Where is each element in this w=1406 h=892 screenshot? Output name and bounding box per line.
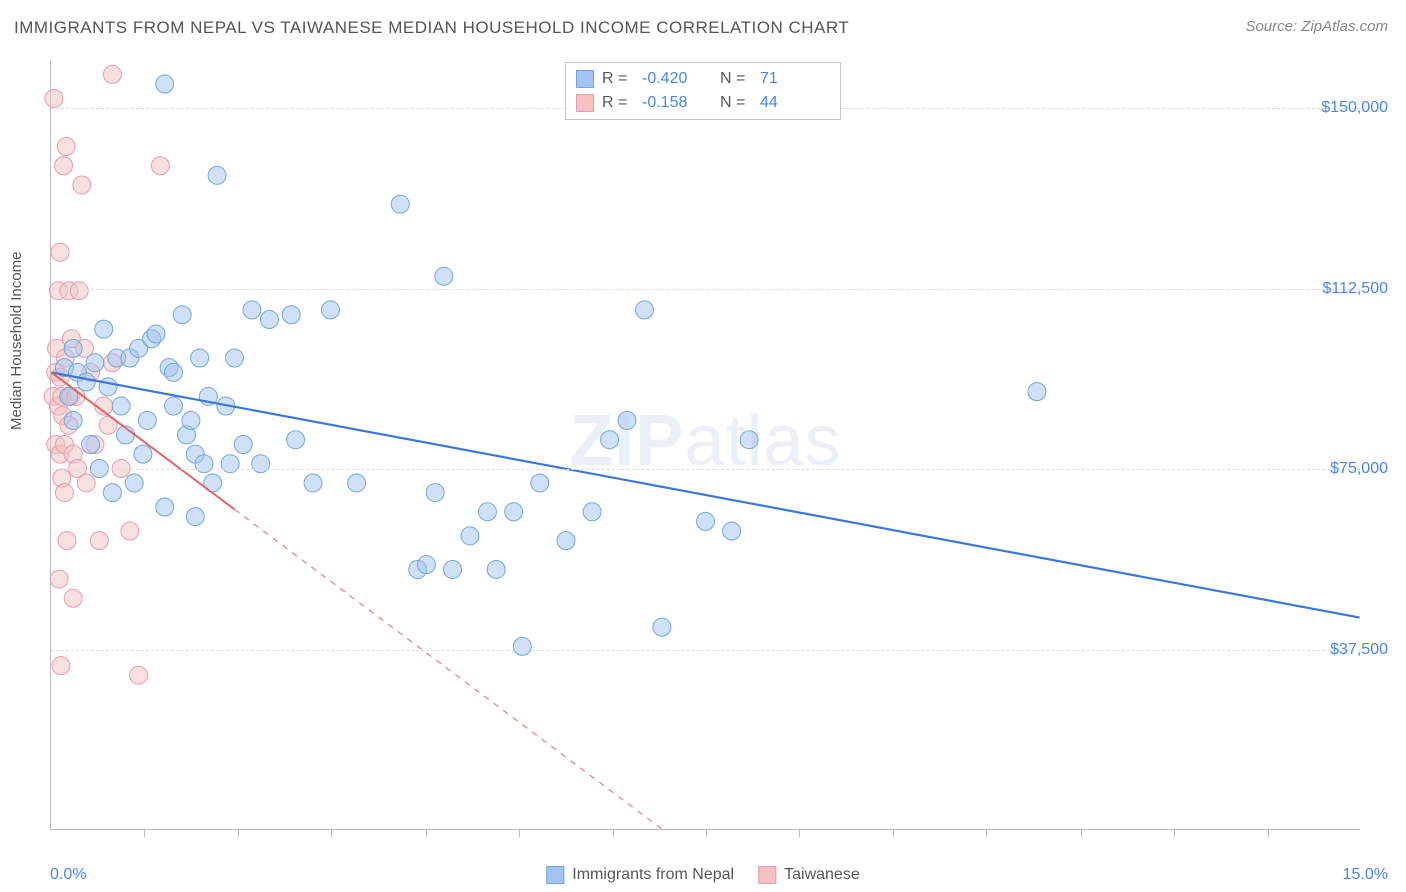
source-label: Source: ZipAtlas.com <box>1245 18 1388 35</box>
scatter-svg <box>51 60 1360 829</box>
x-axis-min: 0.0% <box>50 866 86 884</box>
legend-r-value-1: -0.158 <box>642 94 712 112</box>
legend-r-label: R = <box>602 70 634 88</box>
legend-r-value-0: -0.420 <box>642 70 712 88</box>
legend-swatch-1 <box>576 94 594 112</box>
legend-swatch-b0 <box>546 866 564 884</box>
legend-swatch-b1 <box>758 866 776 884</box>
y-tick-label: $75,000 <box>1330 460 1388 478</box>
plot-area: ZIPatlas <box>50 60 1360 830</box>
legend-r-label: R = <box>602 94 634 112</box>
legend-swatch-0 <box>576 70 594 88</box>
legend-n-value-1: 44 <box>760 94 830 112</box>
legend-n-label: N = <box>720 70 752 88</box>
legend-label-1: Taiwanese <box>784 866 860 884</box>
legend-stats-row-1: R = -0.158 N = 44 <box>576 91 830 115</box>
y-tick-label: $150,000 <box>1321 99 1388 117</box>
x-axis-max: 15.0% <box>1343 866 1388 884</box>
chart-title: IMMIGRANTS FROM NEPAL VS TAIWANESE MEDIA… <box>14 18 849 38</box>
legend-n-value-0: 71 <box>760 70 830 88</box>
legend-item-1: Taiwanese <box>758 866 860 884</box>
y-tick-label: $112,500 <box>1322 280 1388 298</box>
legend-item-0: Immigrants from Nepal <box>546 866 734 884</box>
legend-series: Immigrants from Nepal Taiwanese <box>546 866 859 884</box>
y-axis-label: Median Household Income <box>8 252 25 430</box>
legend-label-0: Immigrants from Nepal <box>572 866 734 884</box>
legend-stats-row-0: R = -0.420 N = 71 <box>576 67 830 91</box>
y-tick-label: $37,500 <box>1330 641 1388 659</box>
legend-stats: R = -0.420 N = 71 R = -0.158 N = 44 <box>565 62 841 120</box>
legend-n-label: N = <box>720 94 752 112</box>
correlation-chart: IMMIGRANTS FROM NEPAL VS TAIWANESE MEDIA… <box>0 0 1406 892</box>
